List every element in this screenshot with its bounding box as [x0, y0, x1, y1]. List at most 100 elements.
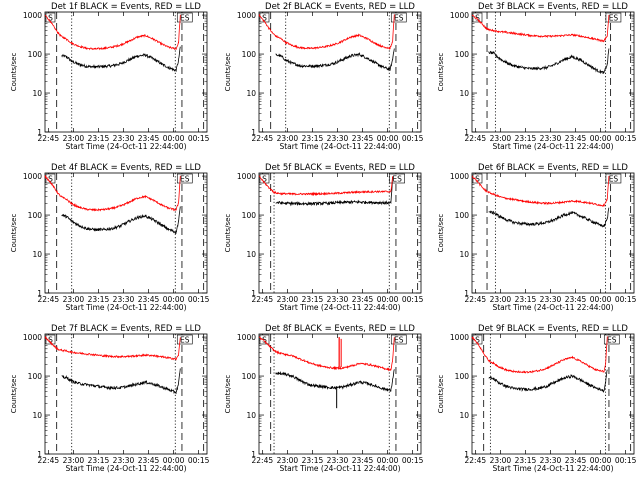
x-tick-label: 00:15 — [402, 134, 424, 143]
x-tick-label: 23:15 — [515, 134, 537, 143]
x-tick-label: 22:45 — [252, 456, 274, 465]
x-tick-label: 23:30 — [327, 295, 349, 304]
x-tick-label: 00:15 — [188, 134, 210, 143]
saa-start-label: S — [262, 336, 267, 345]
y-tick-label: 1 — [251, 128, 256, 137]
saa-start-label: S — [475, 14, 480, 23]
x-tick-label: 00:00 — [377, 134, 399, 143]
y-tick-label: 100 — [28, 211, 43, 220]
y-tick-label: 10 — [459, 89, 469, 98]
y-tick-label: 10 — [246, 411, 256, 420]
x-tick-label: 22:45 — [252, 134, 274, 143]
y-tick-label: 100 — [455, 50, 470, 59]
x-axis-label: Start Time (24-Oct-11 22:44:00) — [492, 142, 613, 151]
panel-title: Det 9f BLACK = Events, RED = LLD — [478, 324, 628, 334]
x-tick-label: 23:45 — [138, 134, 160, 143]
x-tick-label: 00:15 — [402, 295, 424, 304]
saa-start-label-box — [259, 334, 270, 345]
x-tick-label: 00:15 — [615, 295, 637, 304]
saa-start-label: S — [262, 14, 267, 23]
x-tick-label: 22:45 — [465, 456, 487, 465]
x-tick-label: 23:00 — [63, 456, 85, 465]
x-tick-label: 23:00 — [490, 134, 512, 143]
y-tick-label: 1000 — [237, 11, 256, 20]
saa-end-label-box — [390, 334, 407, 345]
series-events-line — [488, 48, 610, 74]
x-tick-label: 00:00 — [377, 295, 399, 304]
panel-3: Det 3f BLACK = Events, RED = LLD 1 10 100 10… — [437, 2, 637, 151]
x-tick-label: 23:00 — [490, 295, 512, 304]
saa-end-label-box — [176, 173, 193, 184]
panel-title: Det 1f BLACK = Events, RED = LLD — [51, 2, 201, 12]
saa-start-label-box — [472, 173, 483, 184]
y-tick-label: 1000 — [237, 333, 256, 342]
x-axis-label: Start Time (24-Oct-11 22:44:00) — [279, 142, 400, 151]
y-axis-label: Counts/sec — [437, 53, 445, 92]
plot-frame — [471, 11, 635, 133]
y-axis-label: Counts/sec — [10, 214, 18, 253]
y-tick-label: 100 — [28, 50, 43, 59]
y-tick-label: 1000 — [23, 333, 42, 342]
panel-6: Det 6f BLACK = Events, RED = LLD 1 10 100 10… — [437, 163, 637, 312]
y-tick-label: 1 — [464, 450, 469, 459]
y-tick-label: 100 — [455, 211, 470, 220]
x-tick-label: 23:45 — [565, 295, 587, 304]
plot-frame — [258, 172, 422, 294]
series-lld-line — [258, 13, 395, 50]
saa-end-label: ES — [607, 336, 617, 345]
y-tick-label: 1 — [37, 450, 42, 459]
series-events-line — [61, 46, 181, 72]
x-axis-label: Start Time (24-Oct-11 22:44:00) — [279, 303, 400, 312]
series-events-line — [275, 176, 393, 207]
x-tick-label: 23:00 — [277, 295, 299, 304]
x-tick-label: 23:45 — [565, 456, 587, 465]
x-tick-label: 23:15 — [302, 456, 324, 465]
x-tick-label: 23:30 — [540, 295, 562, 304]
series-lld-line — [471, 175, 610, 207]
y-tick-label: 10 — [32, 89, 42, 98]
panel-4: Det 4f BLACK = Events, RED = LLD 1 10 100 10… — [10, 163, 210, 312]
x-tick-label: 22:45 — [252, 295, 274, 304]
y-tick-label: 1000 — [237, 172, 256, 181]
x-tick-label: 22:45 — [465, 134, 487, 143]
saa-start-label: S — [262, 175, 267, 184]
saa-end-label: ES — [609, 175, 619, 184]
saa-end-label-box — [390, 12, 407, 23]
saa-end-label-box — [605, 173, 622, 184]
y-tick-label: 10 — [459, 411, 469, 420]
saa-start-label-box — [472, 12, 483, 23]
x-tick-label: 23:15 — [515, 295, 537, 304]
y-tick-label: 1000 — [450, 11, 469, 20]
x-tick-label: 23:45 — [352, 134, 374, 143]
x-tick-label: 23:15 — [515, 456, 537, 465]
y-tick-label: 1000 — [450, 172, 469, 181]
panel-5: Det 5f BLACK = Events, RED = LLD 1 10 100 10… — [224, 163, 424, 312]
series-events-line — [488, 369, 608, 394]
saa-start-label-box — [45, 334, 56, 345]
y-tick-label: 1 — [37, 128, 42, 137]
x-tick-label: 23:00 — [277, 134, 299, 143]
x-axis-label: Start Time (24-Oct-11 22:44:00) — [65, 464, 186, 473]
y-tick-label: 100 — [242, 211, 257, 220]
x-tick-label: 23:15 — [302, 295, 324, 304]
x-tick-label: 00:15 — [615, 134, 637, 143]
plot-frame — [471, 333, 635, 455]
saa-start-label: S — [48, 336, 53, 345]
plot-frame — [471, 172, 635, 294]
x-tick-label: 23:45 — [138, 295, 160, 304]
y-tick-label: 100 — [28, 372, 43, 381]
y-tick-label: 1000 — [450, 333, 469, 342]
saa-start-label: S — [48, 14, 53, 23]
x-tick-label: 00:15 — [402, 456, 424, 465]
series-lld-line — [44, 14, 181, 51]
y-tick-label: 1 — [464, 289, 469, 298]
x-tick-label: 23:00 — [63, 134, 85, 143]
series-lld-line — [259, 336, 395, 372]
y-tick-label: 10 — [459, 250, 469, 259]
saa-end-label: ES — [394, 14, 404, 23]
plot-frame — [44, 333, 208, 455]
x-tick-label: 00:15 — [615, 456, 637, 465]
panel-title: Det 4f BLACK = Events, RED = LLD — [51, 163, 201, 173]
x-tick-label: 23:15 — [88, 134, 110, 143]
